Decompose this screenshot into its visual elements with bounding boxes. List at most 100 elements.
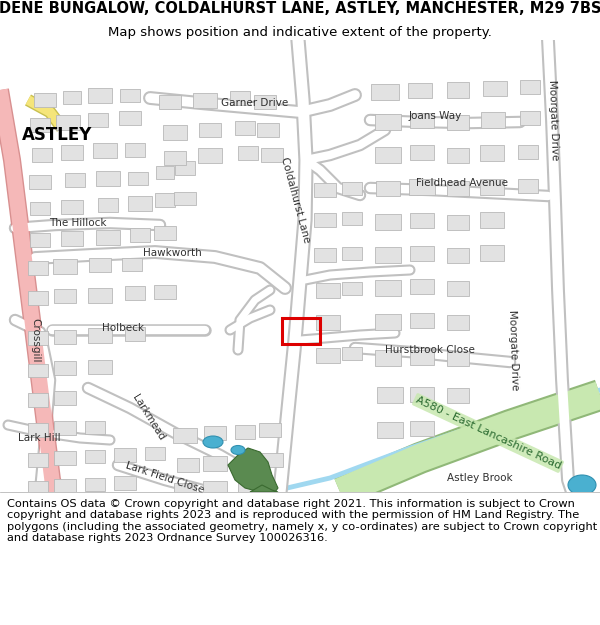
Bar (63, 91, 81, 104)
Text: Fieldhead Avenue: Fieldhead Avenue (416, 178, 508, 188)
Bar (61, 144, 83, 159)
Bar (409, 179, 435, 195)
Text: Moorgate Drive: Moorgate Drive (547, 79, 559, 161)
Bar (34, 93, 56, 107)
Text: Moorgate Drive: Moorgate Drive (506, 309, 520, 391)
Bar (410, 312, 434, 328)
Bar (282, 318, 320, 344)
Bar (174, 191, 196, 204)
Bar (164, 151, 186, 165)
Text: Larkmead: Larkmead (130, 393, 166, 442)
Bar (125, 286, 145, 300)
Bar (28, 481, 48, 495)
Text: Astley Brook: Astley Brook (447, 473, 513, 483)
Bar (314, 248, 336, 262)
Bar (198, 148, 222, 162)
Bar (447, 388, 469, 402)
Bar (316, 282, 340, 298)
Bar (61, 231, 83, 246)
Bar (375, 214, 401, 230)
Bar (316, 314, 340, 329)
Bar (230, 91, 250, 105)
Bar (447, 181, 469, 196)
Bar (520, 111, 540, 125)
Bar (145, 446, 165, 459)
Ellipse shape (203, 436, 223, 448)
Bar (238, 146, 258, 160)
Bar (410, 386, 434, 401)
Bar (88, 88, 112, 103)
Bar (342, 181, 362, 194)
Bar (28, 423, 48, 437)
Bar (88, 288, 112, 302)
Bar (375, 247, 401, 263)
Bar (261, 453, 283, 467)
Bar (377, 387, 403, 403)
Bar (518, 179, 538, 193)
Bar (254, 95, 276, 109)
Bar (61, 200, 83, 214)
Bar (261, 148, 283, 162)
Bar (30, 201, 50, 214)
Bar (130, 228, 150, 242)
Bar (314, 183, 336, 197)
Text: Lark Field Close: Lark Field Close (125, 461, 205, 496)
Bar (371, 84, 399, 100)
Bar (128, 196, 152, 211)
Bar (85, 478, 105, 491)
Bar (54, 361, 76, 375)
Bar (177, 458, 199, 472)
Bar (480, 179, 504, 195)
Bar (480, 245, 504, 261)
Bar (54, 479, 76, 493)
Bar (85, 421, 105, 434)
Text: Hawkworth: Hawkworth (143, 248, 202, 258)
Bar (447, 114, 469, 129)
Bar (375, 280, 401, 296)
Bar (375, 147, 401, 163)
Bar (154, 285, 176, 299)
Bar (342, 211, 362, 224)
Bar (28, 331, 48, 345)
Bar (54, 391, 76, 405)
Bar (342, 346, 362, 359)
Bar (375, 350, 401, 366)
Bar (30, 118, 50, 132)
Text: DENE BUNGALOW, COLDALHURST LANE, ASTLEY, MANCHESTER, M29 7BS: DENE BUNGALOW, COLDALHURST LANE, ASTLEY,… (0, 1, 600, 16)
Bar (410, 246, 434, 261)
Bar (174, 483, 196, 497)
Bar (447, 351, 469, 366)
Bar (259, 423, 281, 437)
Bar (375, 114, 401, 130)
Bar (410, 349, 434, 364)
Bar (447, 214, 469, 229)
Bar (204, 426, 226, 440)
Ellipse shape (231, 446, 245, 454)
Bar (89, 258, 111, 272)
Bar (28, 364, 48, 376)
Bar (193, 92, 217, 108)
Bar (28, 291, 48, 305)
Text: Garner Drive: Garner Drive (221, 98, 289, 108)
Bar (376, 181, 400, 196)
Bar (119, 111, 141, 125)
Bar (88, 328, 112, 342)
Bar (408, 82, 432, 98)
Text: The Hillock: The Hillock (49, 218, 107, 228)
Bar (54, 330, 76, 344)
Bar (29, 175, 51, 189)
Bar (96, 171, 120, 186)
Bar (483, 81, 507, 96)
Bar (85, 449, 105, 462)
Bar (377, 422, 403, 438)
Bar (159, 95, 181, 109)
Bar (410, 213, 434, 228)
Bar (447, 281, 469, 296)
Bar (125, 327, 145, 341)
Bar (447, 314, 469, 329)
Bar (88, 360, 112, 374)
Ellipse shape (568, 475, 596, 495)
Bar (173, 428, 197, 442)
Bar (447, 248, 469, 262)
Bar (156, 166, 174, 179)
